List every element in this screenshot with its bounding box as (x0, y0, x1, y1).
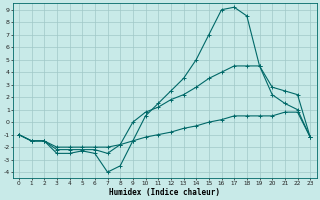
X-axis label: Humidex (Indice chaleur): Humidex (Indice chaleur) (109, 188, 220, 197)
